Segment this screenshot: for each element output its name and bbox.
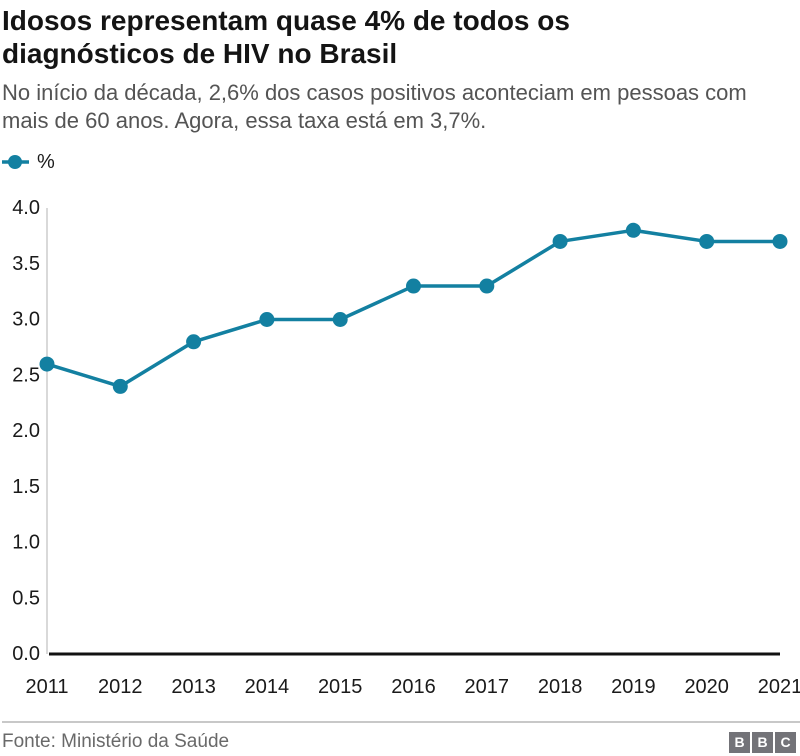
data-point-2016 xyxy=(406,278,421,294)
bbc-logo-letter: C xyxy=(775,731,796,753)
x-axis-tick-label: 2015 xyxy=(318,676,363,698)
x-axis-tick-label: 2013 xyxy=(171,676,216,698)
data-point-2018 xyxy=(552,233,568,249)
data-point-2011 xyxy=(39,356,55,372)
y-axis-tick-label: 3.5 xyxy=(12,253,40,275)
series-line xyxy=(46,228,780,389)
y-axis-tick-label: 4.0 xyxy=(12,197,40,219)
y-axis-tick-label: 2.0 xyxy=(12,420,40,442)
data-point-2014 xyxy=(259,312,275,327)
data-point-2020 xyxy=(699,233,715,249)
x-axis-tick-label: 2011 xyxy=(25,676,68,698)
x-axis-tick-label: 2012 xyxy=(98,676,143,698)
data-point-2017 xyxy=(479,278,495,294)
y-axis-tick-label: 0.0 xyxy=(12,643,40,665)
data-point-2013 xyxy=(186,334,202,350)
data-point-2015 xyxy=(332,312,348,327)
page-subtitle: No início da década, 2,6% dos casos posi… xyxy=(2,80,747,133)
line-point-legend-icon xyxy=(2,155,29,169)
y-axis-tick-label: 3.0 xyxy=(12,309,40,331)
x-axis-tick-label: 2021 xyxy=(758,676,800,698)
page-title: Idosos representam quase 4% de todos os … xyxy=(2,5,570,69)
y-axis-tick-label: 2.5 xyxy=(12,364,40,386)
x-axis-tick-label: 2017 xyxy=(465,676,510,698)
y-axis-tick-label: 0.5 xyxy=(12,587,40,609)
line-chart: 0.0 0.5 1.0 1.5 2.0 2.5 3.0 3.5 4.0 2011 2012 2013 2… xyxy=(12,197,800,698)
legend-label: % xyxy=(37,150,55,173)
x-axis-tick-label: 2018 xyxy=(538,676,583,698)
bbc-logo-letter: B xyxy=(752,731,773,753)
data-point-2012 xyxy=(112,378,128,394)
legend: % xyxy=(2,151,800,173)
source-text: Fonte: Ministério da Saúde xyxy=(2,731,230,752)
footer-divider xyxy=(2,721,800,723)
x-axis-tick-label: 2020 xyxy=(684,676,729,698)
data-point-2019 xyxy=(625,222,641,238)
x-axis-tick-label: 2016 xyxy=(391,676,436,698)
data-point-2021 xyxy=(772,233,788,249)
bbc-logo-letter: B xyxy=(729,731,750,753)
x-axis-tick-label: 2019 xyxy=(611,676,656,698)
y-axis-tick-label: 1.0 xyxy=(12,532,40,554)
y-axis-tick-label: 1.5 xyxy=(12,476,40,498)
x-axis-tick-label: 2014 xyxy=(245,676,290,698)
